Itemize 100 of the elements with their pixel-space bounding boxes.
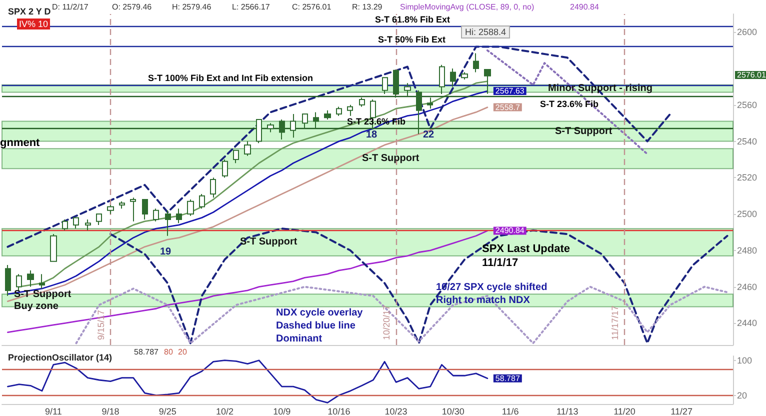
x-tick-label: 11/13 [556, 406, 578, 416]
y-tick-label: 2560 [737, 100, 758, 110]
ref-line-label: 9/15/17 [96, 310, 106, 340]
x-tick-label: 10/9 [273, 406, 291, 416]
data-label: 58.787 [495, 374, 520, 383]
x-tick-label: 10/30 [442, 406, 464, 416]
y-tick-label: 2520 [737, 172, 758, 183]
candlestick [119, 200, 125, 210]
candlestick [461, 72, 468, 80]
ref-line-label: S-T 61.8% Fib Ext [375, 14, 450, 25]
text: O: 2579.46 [112, 2, 152, 12]
text: D: 11/2/17 [52, 2, 89, 12]
annotation: 58.787 [134, 348, 160, 356]
x-tick-label: 11/20 [614, 406, 636, 416]
candlestick [450, 68, 456, 88]
candlestick [244, 140, 251, 156]
candlestick [336, 106, 342, 116]
candlestick [359, 97, 365, 108]
candlestick [256, 118, 262, 144]
y-tick-label: 2440 [737, 318, 758, 328]
candlestick [153, 208, 159, 222]
annotation: IV% 10 [19, 19, 48, 29]
ref-line-label: S-T 100% Fib Ext and Int Fib extension [148, 72, 314, 83]
text: H: 2579.46 [172, 2, 212, 12]
annotation: NDX cycle overlay Dashed blue line Dominant [276, 308, 364, 344]
text: 2490.84 [570, 2, 600, 12]
annotation: SPX Last Update 11/1/17 [482, 243, 570, 269]
text: C: 2576.01 [292, 2, 332, 12]
data-label: 2567.63 [495, 86, 525, 96]
ref-line-label: 20 [178, 348, 188, 356]
x-tick-label: 10/23 [384, 406, 408, 416]
y-tick-label: 2460 [737, 282, 758, 292]
text: L: 2566.17 [232, 2, 270, 12]
band-label: Minor Support - rising [548, 83, 652, 94]
candlestick [165, 210, 171, 236]
y-tick-label: 2600 [737, 27, 758, 38]
candlestick [427, 97, 433, 110]
ref-line-label: 80 [164, 348, 174, 356]
candlestick [85, 219, 91, 231]
annotation: Hi: 2588.4 [465, 27, 506, 37]
candlestick [279, 118, 285, 140]
candlestick [62, 219, 68, 231]
y-tick-label: 100 [737, 355, 752, 366]
candlestick [267, 122, 274, 133]
candlestick [5, 264, 11, 296]
y-tick-label: 2540 [737, 136, 758, 146]
x-tick-label: 11/6 [502, 406, 519, 416]
y-tick-label: 2500 [737, 209, 758, 220]
band-label: S-T Support [240, 236, 298, 248]
chart-title: ProjectionOscillator (14) [8, 352, 112, 362]
data-label: 2558.7 [495, 102, 520, 112]
ref-line-label: S-T 50% Fib Ext [378, 34, 446, 45]
candlestick [404, 82, 411, 96]
band-label: S-T Support [555, 126, 613, 137]
candlestick [416, 90, 422, 135]
candlestick [210, 177, 216, 198]
candlestick [107, 204, 114, 215]
ref-line-label: 11/17/17 [610, 306, 620, 340]
text: 2576.01 [737, 70, 766, 80]
candlestick [324, 110, 331, 120]
band-label: S-T Support [362, 153, 420, 164]
x-tick-label: 9/11 [44, 406, 62, 416]
annotation: 22 [423, 130, 435, 140]
candlestick [199, 194, 205, 210]
candlestick [302, 114, 308, 130]
candlestick [347, 104, 353, 116]
chart-title: SPX 2 Y D [8, 6, 52, 16]
band-label: S-T Support Buy zone [14, 288, 72, 312]
candlestick [313, 112, 319, 130]
candlestick [187, 199, 194, 216]
x-tick-label: 9/25 [158, 406, 176, 416]
candlestick [382, 77, 388, 95]
x-tick-label: 10/16 [328, 406, 350, 416]
candlestick [27, 270, 34, 288]
x-tick-label: 11/27 [670, 406, 693, 416]
candlestick [393, 70, 399, 98]
data-label: 2490.84 [495, 226, 525, 236]
ref-line-label: 10/20/17 [382, 304, 392, 340]
text: R: 13.29 [352, 2, 383, 12]
candlestick [130, 197, 136, 222]
x-tick-label: 10/2 [216, 406, 234, 416]
candlestick [233, 150, 239, 164]
candlestick [73, 217, 79, 230]
candlestick [439, 64, 445, 95]
annotation: gnment [0, 137, 40, 149]
candlestick [484, 69, 491, 94]
candlestick [142, 199, 148, 220]
candlestick [16, 274, 22, 291]
x-tick-label: 9/18 [102, 406, 120, 416]
candlestick [222, 158, 228, 178]
candlestick [50, 234, 57, 262]
annotation: 18 [366, 130, 378, 140]
candlestick [39, 274, 45, 290]
ref-line-label: S-T 23.6% Fib [540, 98, 600, 109]
candlestick [473, 52, 479, 73]
y-tick-label: 20 [737, 390, 748, 400]
line-series [110, 228, 728, 344]
candlestick [176, 208, 182, 224]
annotation: 10/27 SPX cycle shifted Right to match NDX [436, 282, 548, 306]
candlestick [96, 214, 102, 226]
